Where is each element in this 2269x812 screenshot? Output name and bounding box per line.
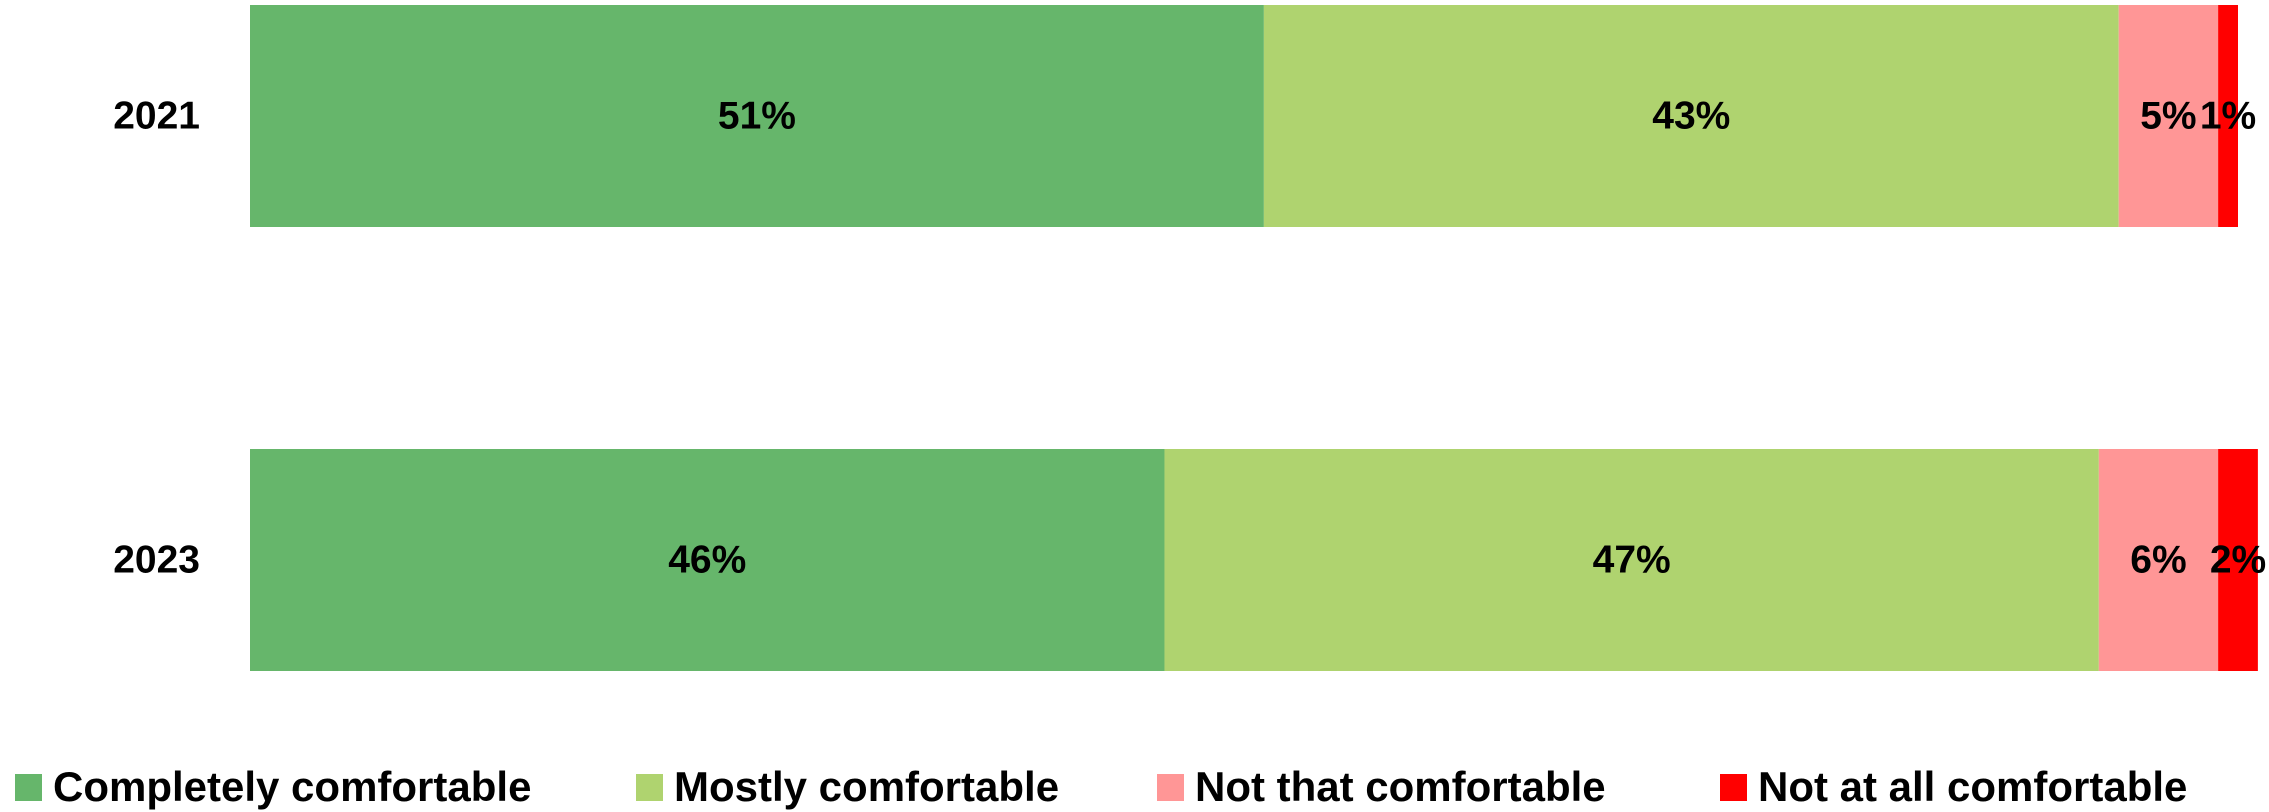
legend-item-not-at-all-comfortable: Not at all comfortable [1720, 762, 2187, 812]
bar-segment-2021-completely-comfortable [250, 5, 1264, 227]
bar-segment-2023-not-at-all-comfortable [2218, 449, 2258, 671]
chart-legend: Completely comfortable Mostly comfortable… [0, 762, 2269, 812]
bar-segment-2021-not-that-comfortable [2118, 5, 2219, 227]
data-label-2023-0: 46% [668, 539, 746, 582]
bar-segment-2021-mostly-comfortable [1263, 5, 2119, 227]
bar-segment-2023-mostly-comfortable [1164, 449, 2099, 671]
legend-swatch [1720, 773, 1747, 801]
data-label-2021-1: 43% [1652, 95, 1730, 138]
data-label-2023-3: 2% [2210, 539, 2266, 582]
bar-segment-2021-not-at-all-comfortable [2218, 5, 2238, 227]
data-label-2023-2: 6% [2130, 539, 2186, 582]
plot-area: 2021 51% 43% 5% 1% 2023 46% 47% 6% 2% [113, 5, 2266, 671]
data-label-2021-2: 5% [2140, 95, 2196, 138]
legend-swatch [15, 773, 42, 801]
legend-item-completely-comfortable: Completely comfortable [15, 762, 531, 812]
legend-item-mostly-comfortable: Mostly comfortable [636, 762, 1059, 812]
bar-segment-2023-completely-comfortable [250, 449, 1165, 671]
data-label-2021-0: 51% [718, 95, 796, 138]
legend-label: Mostly comfortable [674, 763, 1060, 810]
legend-item-not-that-comfortable: Not that comfortable [1157, 762, 1606, 812]
bar-segment-2023-not-that-comfortable [2098, 449, 2219, 671]
legend-label: Completely comfortable [53, 763, 532, 810]
data-label-2021-3: 1% [2200, 95, 2256, 138]
category-label-2021: 2021 [113, 95, 200, 138]
legend-swatch [636, 773, 663, 801]
legend-label: Not that comfortable [1195, 763, 1606, 810]
legend-swatch [1157, 773, 1184, 801]
category-label-2023: 2023 [113, 539, 200, 582]
data-label-2023-1: 47% [1593, 539, 1671, 582]
legend-label: Not at all comfortable [1758, 763, 2188, 810]
